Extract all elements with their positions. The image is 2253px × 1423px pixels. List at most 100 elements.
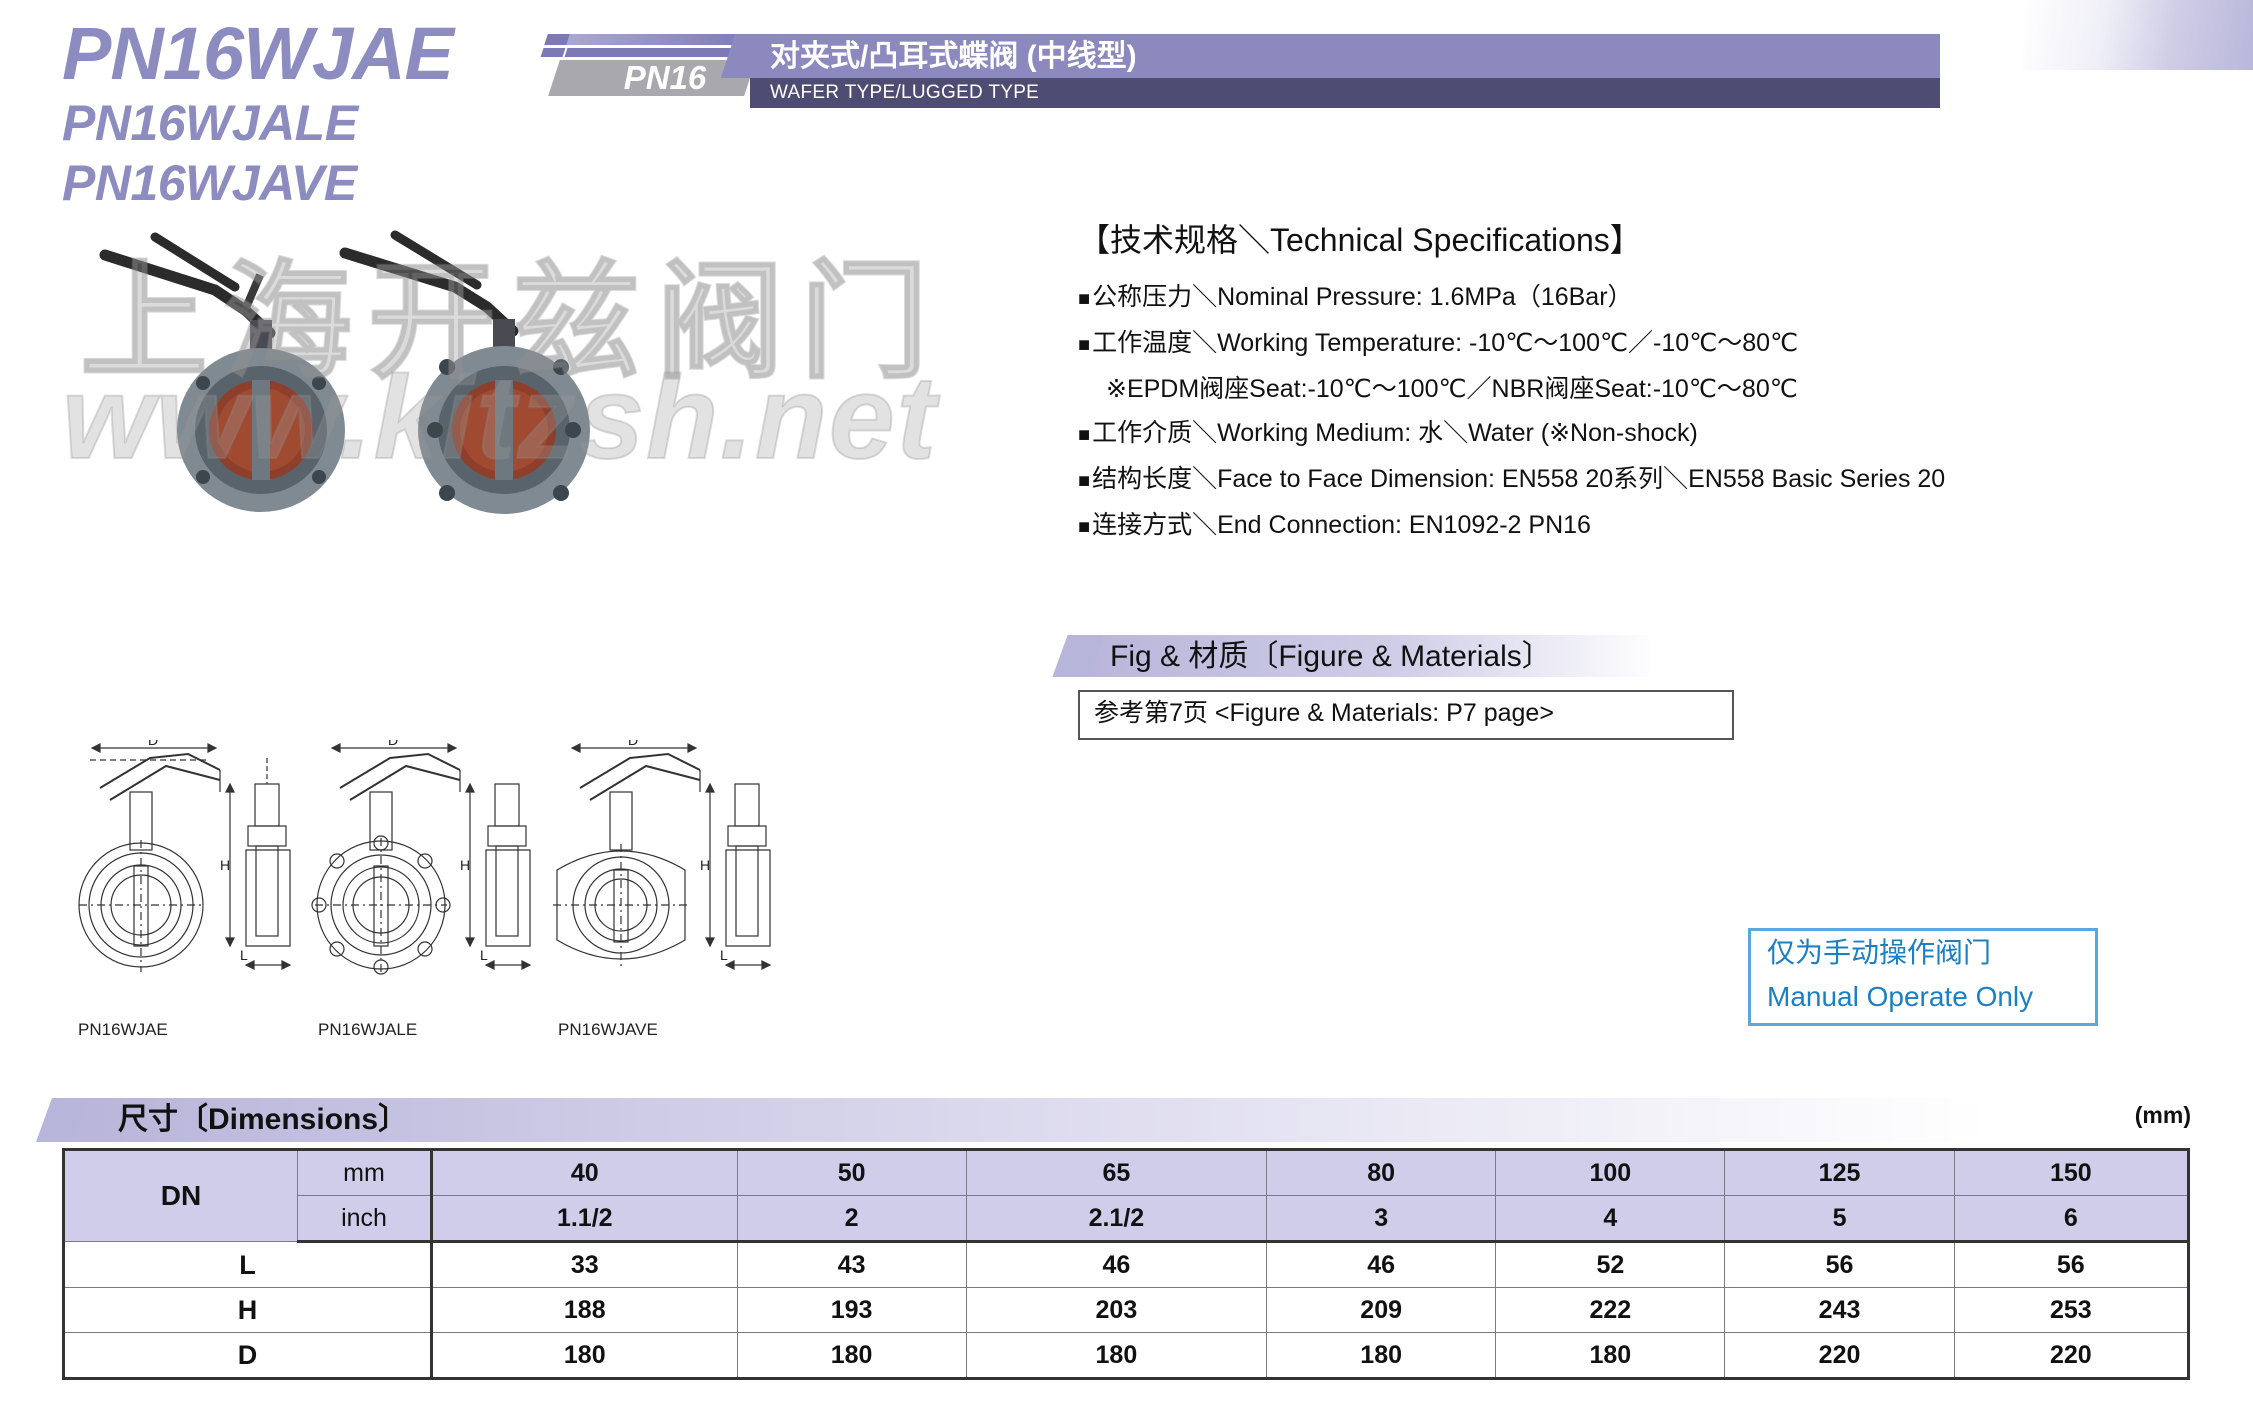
dim-letter-d: D	[148, 740, 158, 748]
row-label-d: D	[62, 1332, 432, 1380]
h-value-2: 203	[965, 1287, 1268, 1333]
dim-letter-h: H	[220, 857, 230, 873]
d-value-2: 180	[965, 1332, 1268, 1380]
h-value-4: 222	[1495, 1287, 1726, 1333]
spec-text: 结构长度＼Face to Face Dimension: EN558 20系列＼…	[1092, 465, 1946, 493]
l-value-6: 56	[1953, 1241, 2191, 1288]
dimensions-header-title: 尺寸〔Dimensions〕	[118, 1103, 409, 1136]
dn-mm-6: 150	[1953, 1148, 2191, 1196]
spec-line-working-medium: ■工作介质＼Working Medium: 水＼Water (※Non-shoc…	[1078, 411, 2198, 457]
product-photos	[95, 215, 715, 514]
spec-line-seat-note: ※EPDM阀座Seat:-10℃～100℃／NBR阀座Seat:-10℃～80℃	[1078, 367, 2198, 411]
row-label-h: H	[62, 1287, 432, 1333]
drawing-flanged	[553, 743, 772, 970]
row-label-l: L	[62, 1241, 432, 1288]
header-title-cn: 对夹式/凸耳式蝶阀 (中线型)	[770, 40, 1137, 73]
dn-mm-3: 80	[1266, 1148, 1497, 1196]
valve-photo-wafer	[99, 232, 345, 512]
h-value-0: 188	[430, 1287, 738, 1333]
h-value-1: 193	[736, 1287, 967, 1333]
badge-bar-top	[566, 34, 760, 45]
butterfly-valve-photo-group	[99, 230, 590, 514]
svg-text:H: H	[700, 857, 710, 873]
badge-bar-small-mid	[540, 48, 566, 57]
d-value-3: 180	[1266, 1332, 1497, 1380]
l-value-5: 56	[1724, 1241, 1955, 1288]
dimensions-unit-note: (mm)	[2134, 1102, 2191, 1128]
manual-note-en: Manual Operate Only	[1767, 981, 2034, 1012]
dimensions-header-band	[62, 1098, 1992, 1142]
l-value-1: 43	[736, 1241, 967, 1288]
square-bullet-icon: ■	[1078, 288, 1091, 310]
h-value-3: 209	[1266, 1287, 1497, 1333]
model-name-primary: PN16WJAE	[62, 12, 454, 95]
figure-materials-header-text: Fig & 材质〔Figure & Materials〕	[1110, 640, 1552, 673]
dimensions-table: DN mm 40 50 65 80 100 125 150 inch 1.1/2…	[62, 1148, 2191, 1380]
model-name-tertiary: PN16WJAVE	[62, 154, 357, 211]
model-name-secondary: PN16WJALE	[62, 94, 358, 151]
dn-mm-5: 125	[1724, 1148, 1955, 1196]
dn-inch-2: 2.1/2	[965, 1195, 1268, 1243]
spec-text: 连接方式＼End Connection: EN1092-2 PN16	[1092, 511, 1591, 539]
drawing-label-2: PN16WJAVE	[558, 1020, 658, 1039]
d-value-5: 220	[1724, 1332, 1955, 1380]
table-row-dn-inch: inch 1.1/2 2 2.1/2 3 4 5 6	[64, 1195, 2191, 1243]
drawing-label-0: PN16WJAE	[78, 1020, 168, 1039]
dn-mm-1: 50	[736, 1148, 967, 1196]
dn-inch-3: 3	[1266, 1195, 1497, 1243]
figure-materials-header-band	[1078, 635, 1658, 677]
square-bullet-icon: ■	[1078, 424, 1091, 446]
unit-mm-label: mm	[297, 1148, 432, 1196]
manual-note-cn: 仅为手动操作阀门	[1767, 937, 1992, 968]
l-value-3: 46	[1266, 1241, 1497, 1288]
model-names: PN16WJAE PN16WJALE PN16WJAVE	[62, 12, 454, 211]
dn-inch-5: 5	[1724, 1195, 1955, 1243]
table-row-d: D 180 180 180 180 180 220 220	[62, 1332, 2191, 1380]
figure-materials-reference-box: 参考第7页 <Figure & Materials: P7 page>	[1078, 690, 1734, 740]
l-value-2: 46	[965, 1241, 1268, 1288]
header-subtitle-en: WAFER TYPE/LUGGED TYPE	[770, 82, 1040, 103]
technical-specifications: 【技术规格＼Technical Specifications】 ■公称压力＼No…	[1078, 215, 2198, 549]
svg-text:L: L	[480, 947, 488, 963]
spec-line-working-temperature: ■工作温度＼Working Temperature: -10℃～100℃／-10…	[1078, 321, 2198, 367]
table-row-l: L 33 43 46 46 52 56 56	[62, 1241, 2191, 1288]
square-bullet-icon: ■	[1078, 334, 1091, 356]
h-value-6: 253	[1953, 1287, 2191, 1333]
spec-text: 工作介质＼Working Medium: 水＼Water (※Non-shock…	[1092, 419, 1698, 447]
dn-label: DN	[62, 1148, 298, 1242]
h-value-5: 243	[1724, 1287, 1955, 1333]
l-value-4: 52	[1495, 1241, 1726, 1288]
dn-mm-2: 65	[965, 1148, 1268, 1196]
header-subtitle-band: WAFER TYPE/LUGGED TYPE	[750, 78, 1940, 108]
spec-text: 工作温度＼Working Temperature: -10℃～100℃／-10℃…	[1092, 329, 1799, 357]
svg-text:H: H	[460, 857, 470, 873]
d-value-4: 180	[1495, 1332, 1726, 1380]
dn-inch-6: 6	[1953, 1195, 2191, 1243]
dn-inch-4: 4	[1495, 1195, 1726, 1243]
drawing-wafer	[78, 743, 292, 972]
spec-line-end-connection: ■连接方式＼End Connection: EN1092-2 PN16	[1078, 503, 2198, 549]
badge-label: PN16	[623, 59, 707, 96]
square-bullet-icon: ■	[1078, 470, 1091, 492]
corner-decoration	[2023, 0, 2253, 70]
drawing-lugged	[311, 743, 532, 975]
dn-inch-1: 2	[736, 1195, 967, 1243]
drawings-svg: D D D H H H L L L	[78, 732, 772, 975]
d-value-0: 180	[430, 1332, 738, 1380]
specs-title: 【技术规格＼Technical Specifications】	[1078, 222, 1642, 258]
table-row-h: H 188 193 203 209 222 243 253	[62, 1287, 2191, 1333]
svg-text:L: L	[720, 947, 728, 963]
figure-materials-reference-text: 参考第7页 <Figure & Materials: P7 page>	[1094, 699, 1554, 727]
spec-text: 公称压力＼Nominal Pressure: 1.6MPa（16Bar）	[1092, 283, 1633, 311]
svg-text:D: D	[628, 740, 638, 748]
dn-mm-4: 100	[1495, 1148, 1726, 1196]
svg-text:D: D	[388, 740, 398, 748]
square-bullet-icon: ■	[1078, 516, 1091, 538]
d-value-6: 220	[1953, 1332, 2191, 1380]
table-row-dn-mm: DN mm 40 50 65 80 100 125 150	[62, 1148, 2191, 1242]
manual-operate-note: 仅为手动操作阀门 Manual Operate Only	[1748, 928, 2098, 1026]
dn-mm-0: 40	[430, 1148, 738, 1196]
drawing-label-1: PN16WJALE	[318, 1020, 418, 1039]
technical-drawings: D D D H H H L L L PN16WJAE PN16WJALE PN1…	[70, 732, 1080, 1060]
unit-inch-label: inch	[297, 1195, 432, 1243]
